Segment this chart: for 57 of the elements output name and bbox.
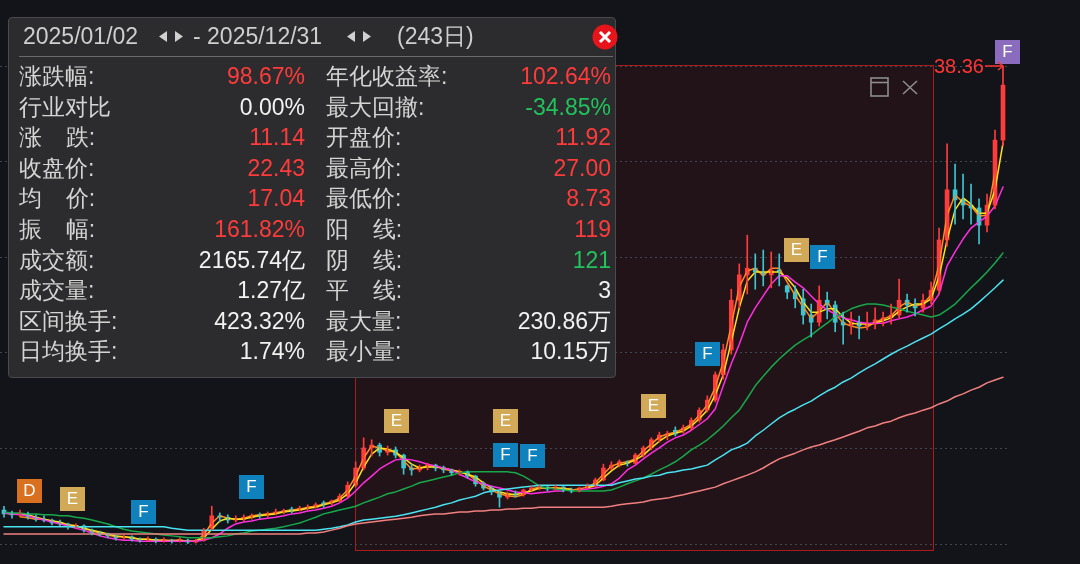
annotation: 涨 跌: <box>19 124 96 151</box>
badge: D <box>17 479 42 503</box>
annotation: 17.04 <box>246 185 305 212</box>
annotation: 平 线: <box>326 277 403 304</box>
annotation: 最低价: <box>326 185 402 212</box>
annotation: 27.00 <box>552 154 611 181</box>
annotation: 121 <box>571 246 611 273</box>
annotation: 3 <box>597 277 611 304</box>
annotation: 423.32% <box>213 307 305 334</box>
badge: F <box>810 245 835 269</box>
annotation: 均 价: <box>19 185 96 212</box>
annotation: 最大回撤: <box>326 93 425 120</box>
annotation: 2165.74亿 <box>197 246 305 273</box>
annotation: 最高价: <box>326 154 402 181</box>
badge: E <box>641 394 666 418</box>
annotation: 日均换手: <box>19 338 118 365</box>
annotation: -34.85% <box>524 93 611 120</box>
annotation: 38.36 <box>933 55 984 77</box>
text: (243日) <box>397 23 474 49</box>
annotation: 1.27亿 <box>236 277 305 304</box>
annotation: 阴 线: <box>326 246 403 273</box>
annotation: 最小量: <box>326 338 402 365</box>
annotation: 收盘价: <box>19 154 95 181</box>
annotation: 最大量: <box>326 307 402 334</box>
annotation: 11.92 <box>554 124 611 151</box>
text: 2025/01/02 <box>23 23 139 49</box>
annotation: 161.82% <box>213 216 305 242</box>
badge: E <box>493 409 518 433</box>
text: - 2025/12/31 <box>193 23 323 49</box>
annotation: 成交额: <box>19 246 95 273</box>
badge: F <box>695 342 720 366</box>
annotation: 102.64% <box>520 63 611 89</box>
annotation: 阳 线: <box>326 216 403 242</box>
annotation: 1.74% <box>238 338 305 365</box>
annotation: 成交量: <box>19 277 95 304</box>
badge: F <box>239 475 264 499</box>
badge: E <box>784 238 809 262</box>
badge: F <box>995 40 1020 64</box>
badge: E <box>60 487 85 511</box>
badge: F <box>520 444 545 468</box>
badge: F <box>131 500 156 524</box>
annotation: 10.15万 <box>529 338 611 365</box>
annotation: 行业对比 <box>19 93 111 120</box>
annotation: 8.73 <box>565 185 611 212</box>
annotation: 230.86万 <box>516 307 611 334</box>
annotation: 11.14 <box>248 124 305 151</box>
badge: E <box>384 409 409 433</box>
badge: F <box>493 443 518 467</box>
annotation: 98.67% <box>226 63 305 89</box>
annotation: 振 幅: <box>19 216 96 242</box>
annotation: 区间换手: <box>19 307 118 334</box>
annotation: 开盘价: <box>326 124 402 151</box>
annotation: 0.00% <box>238 93 305 120</box>
annotation: 22.43 <box>246 154 305 181</box>
annotation: 年化收益率: <box>326 63 448 89</box>
annotation: 涨跌幅: <box>19 63 95 89</box>
annotation: 119 <box>573 216 611 242</box>
